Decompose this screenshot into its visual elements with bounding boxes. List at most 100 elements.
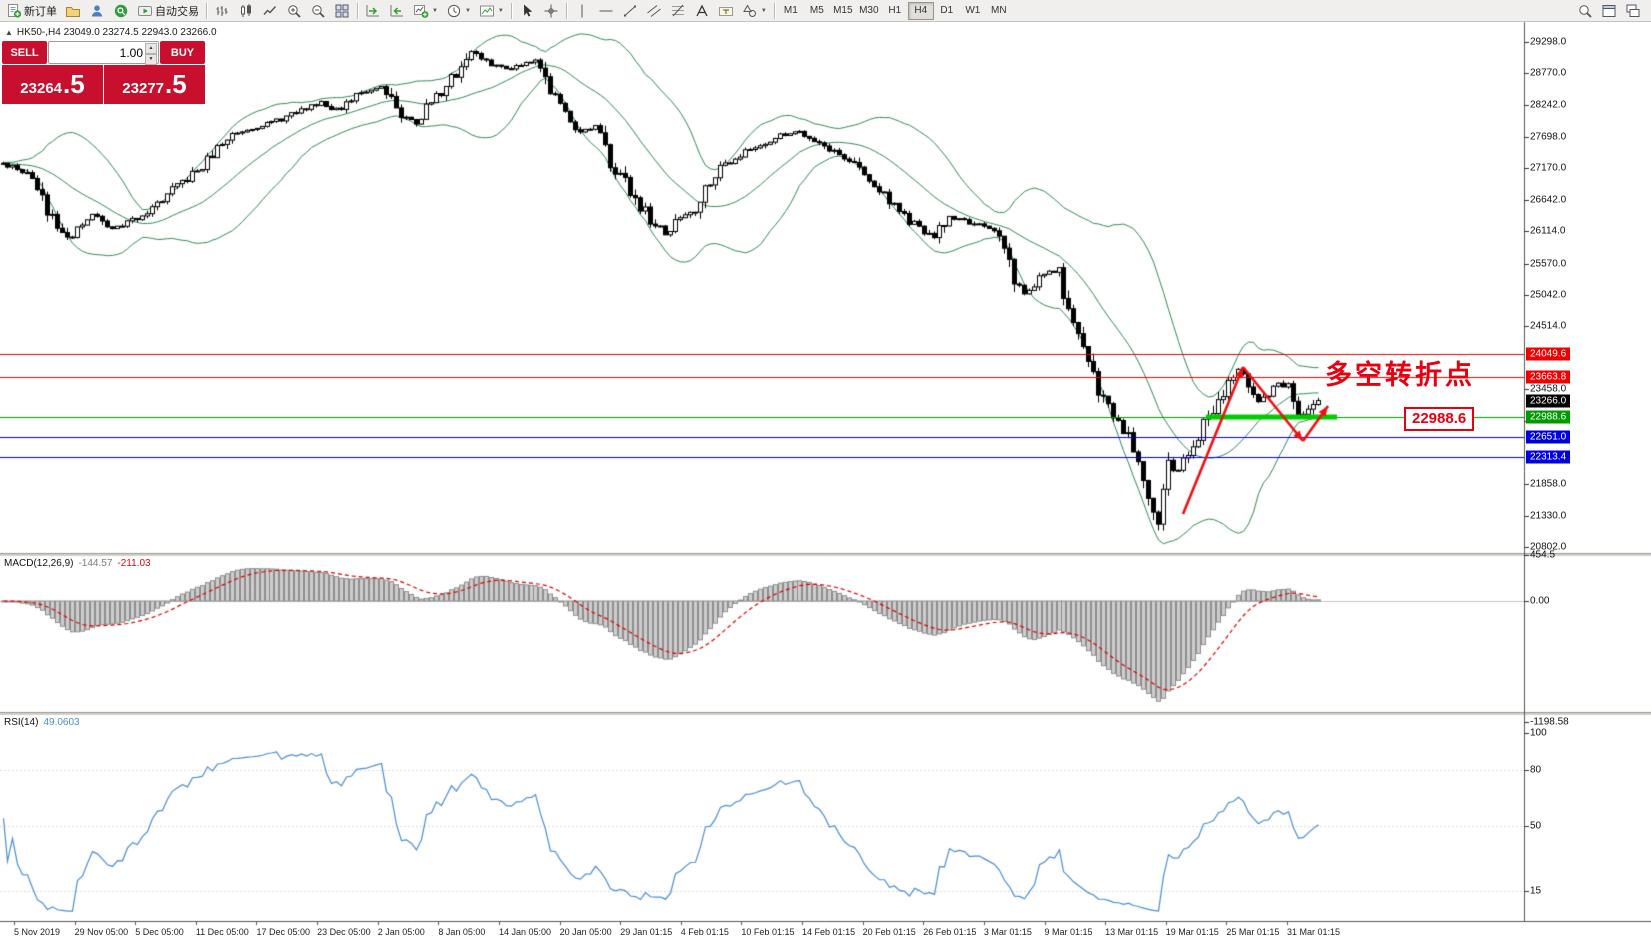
autotrading-icon	[137, 3, 153, 19]
dropdown-arrow-icon: ▼	[760, 7, 767, 14]
search-icon	[1577, 3, 1593, 19]
buy-button[interactable]: BUY	[160, 41, 205, 64]
tile-windows-button[interactable]	[330, 1, 354, 21]
text-label-button[interactable]	[714, 1, 738, 21]
channel-icon	[646, 3, 662, 19]
crosshair-button[interactable]	[539, 1, 563, 21]
trendline-button[interactable]	[618, 1, 642, 21]
new-order-icon	[6, 3, 22, 19]
vertical-line-button[interactable]	[570, 1, 594, 21]
zoom-in-button[interactable]	[282, 1, 306, 21]
turning-point-annotation: 多空转折点	[1325, 360, 1475, 390]
toolbar: 新订单 自动交易 ▼ ▼ ▼ ▼ M1 M5 M15 M30 H1 H4 D1 W1 MN	[0, 0, 1651, 22]
volume-up-button[interactable]: ▲	[145, 43, 157, 54]
line-chart-icon	[262, 3, 278, 19]
horizontal-line-button[interactable]	[594, 1, 618, 21]
shapes-button[interactable]: ▼	[738, 1, 771, 21]
price-callout-label: 22988.6	[1404, 407, 1475, 431]
one-click-collapse-icon[interactable]: ▲	[5, 28, 13, 37]
dropdown-arrow-icon: ▼	[432, 7, 438, 14]
symbol-header: ▲ HK50-,H4 23049.0 23274.5 22943.0 23266…	[5, 27, 217, 38]
new-order-button-label: 新订单	[24, 5, 57, 18]
timeframe-button-w1[interactable]: W1	[965, 5, 981, 16]
search-button[interactable]	[1573, 1, 1597, 21]
buy-price-button[interactable]: 23277.5	[104, 65, 205, 104]
one-click-trading-panel: SELL ▲ ▼ BUY 23264.5 23277.5	[2, 41, 205, 104]
toolbar-separator	[357, 2, 358, 19]
accounts-icon	[89, 3, 105, 19]
toolbar-separator	[510, 2, 512, 19]
community-button[interactable]	[109, 1, 133, 21]
periods-icon	[446, 3, 462, 19]
macd-main-value: -144.57	[78, 558, 113, 569]
rsi-indicator-header: RSI(14) 49.0603	[4, 717, 80, 728]
navigator-button[interactable]	[61, 1, 85, 21]
macd-label: MACD(12,26,9)	[4, 558, 74, 569]
text-button[interactable]	[690, 1, 714, 21]
trendline-icon	[622, 3, 638, 19]
timeframe-button-m15[interactable]: M15	[833, 5, 853, 16]
timeframe-button-m1[interactable]: M1	[783, 5, 798, 16]
dropdown-arrow-icon: ▼	[497, 7, 504, 14]
autotrading-button-label: 自动交易	[155, 5, 199, 18]
tile-windows-icon	[334, 3, 350, 19]
new-order-button[interactable]: 新订单	[2, 1, 61, 21]
new-window-icon	[1601, 3, 1617, 19]
periods-button[interactable]: ▼	[442, 1, 475, 21]
zoom-in-icon	[286, 3, 302, 19]
crosshair-icon	[543, 3, 559, 19]
fibonacci-icon	[670, 3, 686, 19]
shapes-icon	[742, 3, 758, 19]
timeframe-button-h4[interactable]: H4	[907, 1, 934, 20]
candlestick-chart-button[interactable]	[234, 1, 258, 21]
buy-price-fraction: .5	[165, 69, 187, 99]
rsi-label: RSI(14)	[4, 717, 39, 728]
volume-down-button[interactable]: ▼	[145, 54, 157, 65]
timeframe-button-m5[interactable]: M5	[809, 5, 824, 16]
auto-scroll-icon	[365, 3, 381, 19]
macd-signal-value: -211.03	[117, 558, 151, 569]
autotrading-button[interactable]: 自动交易	[133, 1, 203, 21]
chart-shift-button[interactable]	[385, 1, 409, 21]
zoom-out-icon	[310, 3, 326, 19]
volume-input[interactable]	[49, 42, 158, 63]
channel-button[interactable]	[642, 1, 666, 21]
text-label-icon	[718, 3, 734, 19]
sell-button[interactable]: SELL	[2, 41, 47, 64]
timeframe-button-mn[interactable]: MN	[991, 5, 1007, 16]
rsi-value: 49.0603	[43, 717, 80, 728]
auto-scroll-button[interactable]	[361, 1, 385, 21]
macd-indicator-header: MACD(12,26,9) -144.57 -211.03	[4, 558, 151, 569]
line-chart-button[interactable]	[258, 1, 282, 21]
window-list-button[interactable]	[1621, 1, 1645, 21]
toolbar-right-group	[1573, 1, 1645, 21]
timeframe-button-h1[interactable]: H1	[888, 5, 902, 16]
templates-button[interactable]: ▼	[475, 1, 508, 21]
bar-chart-button[interactable]	[210, 1, 234, 21]
symbol-ohlc-text: HK50-,H4 23049.0 23274.5 22943.0 23266.0	[16, 27, 217, 38]
sell-price-button[interactable]: 23264.5	[2, 65, 103, 104]
text-icon	[694, 3, 710, 19]
timeframe-button-d1[interactable]: D1	[940, 5, 954, 16]
bar-chart-icon	[214, 3, 230, 19]
accounts-button[interactable]	[85, 1, 109, 21]
sell-price: 23264	[20, 80, 63, 97]
toolbar-separator	[206, 2, 207, 19]
candlestick-chart-icon	[238, 3, 254, 19]
toolbar-separator	[773, 2, 775, 19]
cursor-icon	[519, 3, 535, 19]
timeframe-button-m30[interactable]: M30	[859, 5, 879, 16]
chart-shift-icon	[389, 3, 405, 19]
new-chart-button[interactable]: ▼	[409, 1, 442, 21]
zoom-out-button[interactable]	[306, 1, 330, 21]
new-window-button[interactable]	[1597, 1, 1621, 21]
navigator-icon	[65, 3, 81, 19]
fibonacci-button[interactable]	[666, 1, 690, 21]
dropdown-arrow-icon: ▼	[464, 7, 471, 14]
new-chart-icon	[413, 3, 429, 19]
cursor-button[interactable]	[515, 1, 539, 21]
toolbar-separator	[565, 2, 567, 19]
sell-price-fraction: .5	[63, 69, 85, 99]
